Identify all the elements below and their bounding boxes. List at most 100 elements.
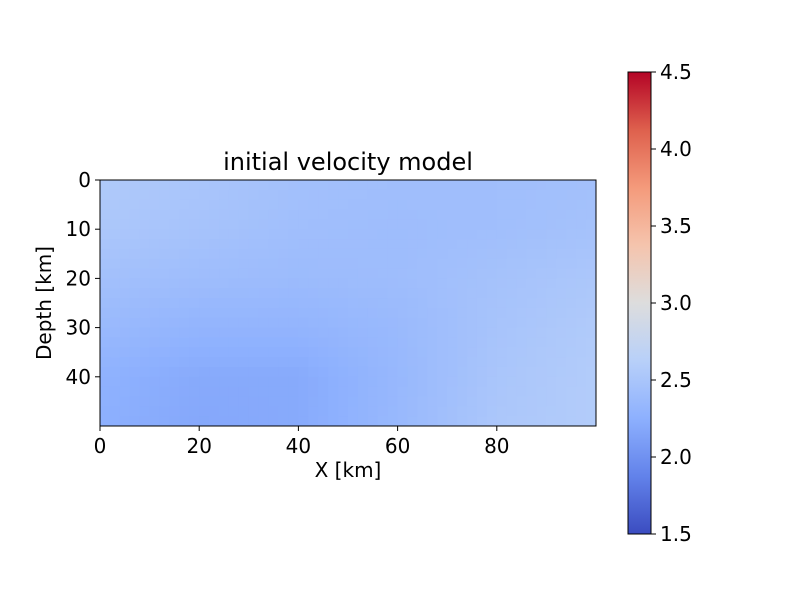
heatmap-cell <box>377 416 389 426</box>
heatmap-cell <box>476 357 488 368</box>
heatmap-cell <box>397 337 409 348</box>
heatmap-cell <box>169 386 180 398</box>
heatmap-cell <box>526 366 538 378</box>
heatmap-cell <box>506 239 518 250</box>
heatmap-cell <box>149 278 161 289</box>
heatmap-cell <box>506 376 518 388</box>
heatmap-cell <box>169 347 180 358</box>
heatmap-cell <box>278 199 290 211</box>
heatmap-cell <box>516 278 528 289</box>
heatmap-cell <box>516 357 528 368</box>
heatmap-cell <box>536 288 547 299</box>
heatmap-cell <box>159 258 171 270</box>
heatmap-cell <box>268 386 280 398</box>
heatmap-cell <box>496 278 508 289</box>
heatmap-cell <box>467 357 478 368</box>
heatmap-cell <box>357 298 369 309</box>
heatmap-cell <box>467 239 478 250</box>
heatmap-cell <box>179 317 190 329</box>
heatmap-cell <box>139 219 151 230</box>
heatmap-cell <box>387 248 399 260</box>
heatmap-cell <box>496 229 508 240</box>
heatmap-cell <box>496 406 508 417</box>
heatmap-cell <box>308 248 319 260</box>
heatmap-cell <box>219 317 230 329</box>
heatmap-cell <box>586 366 596 378</box>
heatmap-cell <box>556 396 567 407</box>
heatmap-cell <box>169 199 180 211</box>
heatmap-cell <box>447 366 458 378</box>
heatmap-cell <box>308 229 319 240</box>
heatmap-cell <box>576 209 587 220</box>
heatmap-cell <box>129 386 141 398</box>
heatmap-cell <box>129 239 141 250</box>
heatmap-cell <box>209 268 220 279</box>
heatmap-cell <box>248 229 260 240</box>
heatmap-cell <box>387 258 399 270</box>
heatmap-cell <box>367 209 379 220</box>
heatmap-cell <box>159 396 171 407</box>
heatmap-cell <box>119 189 131 201</box>
colorbar-axis: 1.5 2.0 2.5 3.0 3.5 4.0 4.5 <box>651 60 692 546</box>
heatmap-cell <box>457 307 468 319</box>
heatmap-cell <box>427 209 438 220</box>
heatmap-cell <box>258 209 270 220</box>
heatmap-cell <box>417 189 428 201</box>
chart-title: initial velocity model <box>223 148 473 176</box>
heatmap-cell <box>258 347 270 358</box>
heatmap-cell <box>159 239 171 250</box>
heatmap-cell <box>308 268 319 279</box>
heatmap-cell <box>328 229 339 240</box>
heatmap-cell <box>338 219 349 230</box>
heatmap-cell <box>308 219 319 230</box>
heatmap-cell <box>486 229 498 240</box>
heatmap-cell <box>129 258 141 270</box>
heatmap-cell <box>447 278 458 289</box>
heatmap-cell <box>536 386 547 398</box>
heatmap-cell <box>228 189 240 201</box>
heatmap-cell <box>377 327 389 339</box>
heatmap-cell <box>139 258 151 270</box>
heatmap-cell <box>119 219 131 230</box>
heatmap-cell <box>189 199 200 211</box>
heatmap-cell <box>526 298 538 309</box>
heatmap-cell <box>367 278 379 289</box>
heatmap-cell <box>119 229 131 240</box>
heatmap-cell <box>387 307 399 319</box>
heatmap-cell <box>546 209 557 220</box>
heatmap-cell <box>576 357 587 368</box>
heatmap-cell <box>219 298 230 309</box>
heatmap-cell <box>476 317 488 329</box>
heatmap-cell <box>447 219 458 230</box>
heatmap-cell <box>129 406 141 417</box>
heatmap-cell <box>298 327 309 339</box>
heatmap-cell <box>209 327 220 339</box>
heatmap-cell <box>516 337 528 348</box>
heatmap-cell <box>119 307 131 319</box>
heatmap-cell <box>447 189 458 201</box>
heatmap-cell <box>576 229 587 240</box>
heatmap-cell <box>258 298 270 309</box>
heatmap-cell <box>476 199 488 211</box>
heatmap-cell <box>496 327 508 339</box>
heatmap-cell <box>576 406 587 417</box>
heatmap-cell <box>209 229 220 240</box>
heatmap-cell <box>238 180 250 191</box>
heatmap-cell <box>268 357 280 368</box>
heatmap-cell <box>169 278 180 289</box>
heatmap-cell <box>387 386 399 398</box>
heatmap-cell <box>278 416 290 426</box>
heatmap-cell <box>467 396 478 407</box>
heatmap-cell <box>189 416 200 426</box>
heatmap-cell <box>238 288 250 299</box>
heatmap-cell <box>119 396 131 407</box>
heatmap-cell <box>566 406 577 417</box>
heatmap-cell <box>496 248 508 260</box>
heatmap-cell <box>467 337 478 348</box>
heatmap-cell <box>100 396 111 407</box>
heatmap-cell <box>576 180 587 191</box>
heatmap-cell <box>228 288 240 299</box>
heatmap-cell <box>268 219 280 230</box>
heatmap-cell <box>179 406 190 417</box>
heatmap-cell <box>357 396 369 407</box>
